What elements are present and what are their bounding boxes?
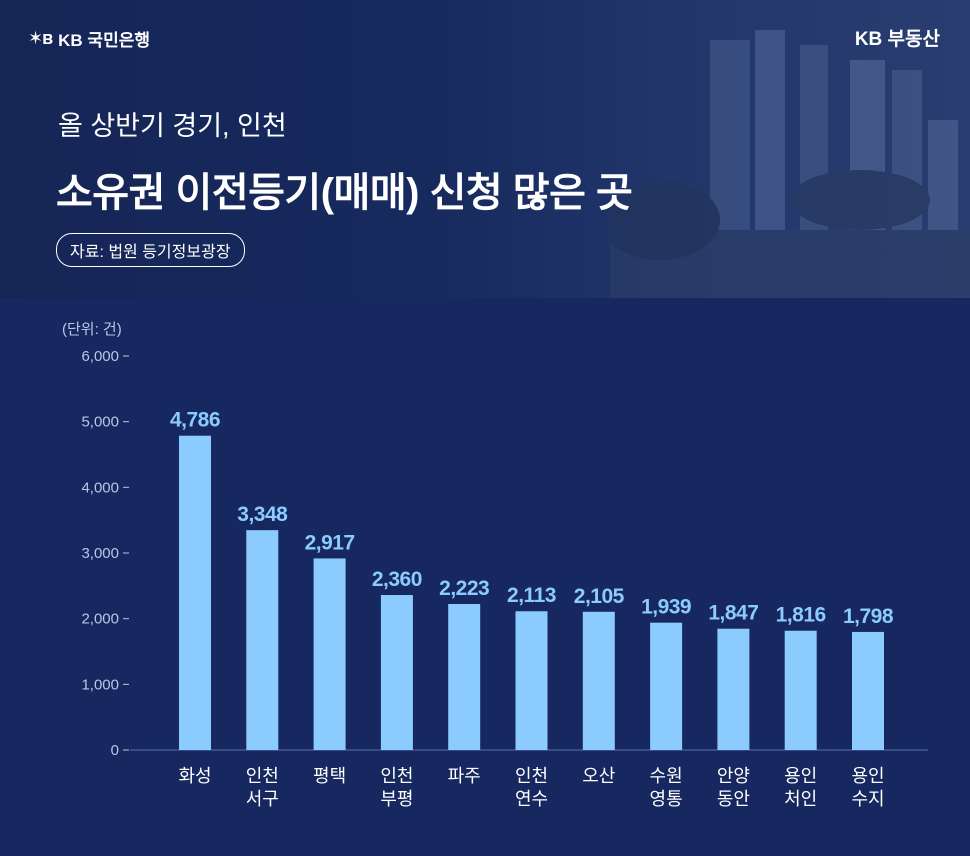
value-label: 1,798 xyxy=(843,605,894,628)
page-subtitle: 올 상반기 경기, 인천 xyxy=(58,111,287,141)
category-label: 오산 xyxy=(582,766,615,786)
y-tick-label: 6,000 xyxy=(81,348,119,365)
value-label: 1,939 xyxy=(641,596,691,619)
bar-4 xyxy=(380,595,413,750)
bar-10 xyxy=(784,630,817,750)
bar-11 xyxy=(852,631,884,750)
value-label: 2,105 xyxy=(574,585,625,608)
category-label: 수지 xyxy=(851,789,884,809)
header-banner: ✶ʙ KB 국민은행 KB 부동산 올 상반기 경기, 인천 소유권 이전등기(… xyxy=(0,0,970,298)
bar-2 xyxy=(246,530,279,750)
page-title: 소유권 이전등기(매매) 신청 많은 곳 xyxy=(56,171,633,215)
category-label: 용인 xyxy=(851,766,884,786)
kb-kookmin-bank-logo: ✶ʙ KB 국민은행 xyxy=(28,26,150,51)
bar-chart: 0 1,000 2,000 3,000 4,000 5,000 6,000 4,786 화성 3,… xyxy=(81,348,928,809)
unit-label: (단위: 건) xyxy=(62,321,122,338)
category-label: 동안 xyxy=(717,789,750,809)
category-label: 평택 xyxy=(313,766,346,786)
category-label: 인천 xyxy=(515,766,548,786)
value-label: 4,786 xyxy=(170,409,220,432)
bar-9 xyxy=(717,628,750,750)
chart-area: 0 1,000 2,000 3,000 4,000 5,000 6,000 4,786 화성 3,… xyxy=(0,298,970,856)
category-label: 영통 xyxy=(650,789,683,809)
y-tick-label: 3,000 xyxy=(81,545,119,562)
source-badge: 자료: 법원 등기정보광장 xyxy=(56,233,245,267)
bar-7 xyxy=(582,611,615,750)
value-label: 2,360 xyxy=(372,568,422,591)
value-label: 2,917 xyxy=(305,531,355,554)
category-label: 용인 xyxy=(784,766,817,786)
kb-star-icon: ✶ʙ xyxy=(28,28,53,48)
category-label: 부평 xyxy=(380,789,413,809)
kb-kookmin-bank-label: KB 국민은행 xyxy=(58,31,150,50)
y-tick-label: 2,000 xyxy=(81,611,119,628)
value-label: 3,348 xyxy=(237,503,288,526)
y-tick-label: 1,000 xyxy=(81,676,119,693)
category-label: 연수 xyxy=(515,789,548,809)
category-label: 인천 xyxy=(380,766,413,786)
value-label: 1,816 xyxy=(776,604,826,627)
category-label: 인천 xyxy=(246,766,279,786)
value-label: 2,113 xyxy=(507,584,556,607)
bar-8 xyxy=(650,622,683,750)
category-label: 수원 xyxy=(650,766,683,786)
city-skyline-image xyxy=(610,30,970,298)
y-tick-label: 0 xyxy=(111,742,119,759)
bar-6 xyxy=(515,611,548,750)
bar-3 xyxy=(313,558,346,750)
category-label: 안양 xyxy=(717,766,750,786)
value-label: 2,223 xyxy=(439,577,489,600)
y-tick-label: 4,000 xyxy=(81,479,119,496)
bar-1 xyxy=(179,435,211,750)
y-tick-label: 5,000 xyxy=(81,414,119,431)
category-label: 화성 xyxy=(178,766,211,786)
bar-5 xyxy=(448,604,481,750)
category-label: 서구 xyxy=(246,789,279,809)
category-label: 처인 xyxy=(784,789,817,809)
kb-real-estate-logo: KB 부동산 xyxy=(854,29,940,50)
value-label: 1,847 xyxy=(708,602,758,625)
category-label: 파주 xyxy=(448,766,481,786)
